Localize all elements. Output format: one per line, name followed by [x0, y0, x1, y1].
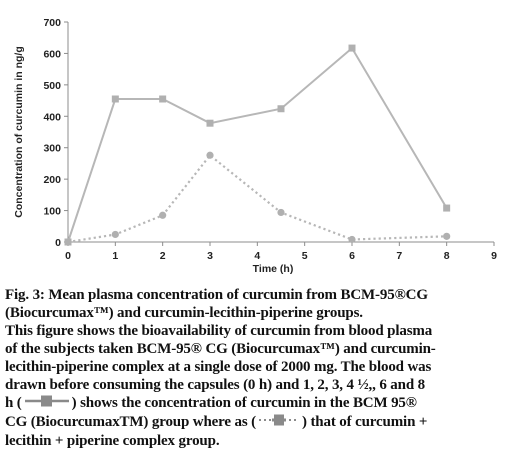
x-tick-label: 3 [207, 250, 213, 262]
caption-body-line-3: lecithin-piperine complex at a single do… [5, 359, 432, 375]
dotted-series-point [206, 151, 214, 159]
solid-series-point [348, 44, 356, 52]
x-tick-label: 9 [491, 250, 497, 262]
x-tick-label: 8 [444, 250, 450, 262]
y-tick-label: 500 [43, 80, 61, 92]
line-chart: 0 100 200 300 400 500 600 700 0 1 2 3 4 5 6 7 8 9 Time (h)… [13, 17, 497, 275]
y-tick-label: 300 [43, 143, 61, 155]
caption-body-line-5: h ( ) shows the concentration of curcumin… [5, 394, 527, 413]
y-tick-label: 100 [43, 206, 61, 218]
dotted-series-point [277, 208, 285, 217]
caption-line5-prefix: h ( [5, 395, 22, 411]
y-tick-label: 400 [43, 111, 61, 123]
caption-line6-suffix: ) that of curcumin + [302, 414, 428, 431]
figure-caption: Fig. 3: Mean plasma concentration of cur… [5, 286, 527, 450]
caption-body-line-4: drawn before consuming the capsules (0 h… [5, 377, 425, 393]
caption-body-line-1: This figure shows the bioavailability of… [5, 323, 433, 339]
caption-title-line-1: Fig. 3: Mean plasma concentration of cur… [5, 287, 428, 303]
dotted-series-line [67, 153, 447, 244]
caption-line5-suffix: ) shows the concentration of curcumin in… [71, 395, 417, 411]
solid-series-point [159, 95, 167, 103]
x-tick-label: 1 [112, 250, 118, 262]
dotted-series-point [443, 232, 451, 240]
dotted-circle-legend-icon [257, 413, 301, 432]
y-axis-title: Concentration of curcumin in ng/g [13, 46, 25, 218]
x-tick-label: 7 [396, 250, 402, 262]
solid-series-point [206, 119, 214, 127]
x-tick-label: 6 [349, 250, 355, 262]
solid-series-point [111, 95, 119, 103]
caption-body-line-7: lecithin + piperine complex group. [5, 433, 220, 450]
y-tick-label: 0 [55, 237, 61, 249]
x-tick-label: 2 [160, 250, 166, 262]
dotted-series-point [64, 238, 72, 246]
solid-series-point [277, 105, 285, 113]
dotted-series-point [159, 211, 167, 219]
y-tick-label: 600 [43, 48, 61, 60]
x-tick-label: 0 [65, 250, 71, 262]
caption-title-line-2: (Biocurcumax™) and curcumin-lecithin-pip… [5, 305, 363, 321]
chart-area: 0 100 200 300 400 500 600 700 0 1 2 3 4 5 6 7 8 9 Time (h)… [13, 17, 497, 275]
caption-body-line-2: of the subjects taken BCM-95® CG (Biocur… [5, 341, 436, 357]
dotted-series-point [348, 235, 356, 244]
solid-series-line [67, 46, 448, 243]
caption-line6-prefix: CG (BiocurcumaxTM) group where as ( [5, 414, 256, 431]
caption-body-line-6: CG (BiocurcumaxTM) group where as ( ) tha… [5, 413, 527, 432]
x-axis-title: Time (h) [253, 263, 294, 275]
solid-square-legend-icon [23, 394, 71, 413]
x-tick-label: 5 [302, 250, 308, 262]
y-tick-label: 700 [43, 17, 61, 29]
solid-series-point [443, 204, 451, 212]
y-tick-label: 200 [43, 174, 61, 186]
dotted-series-point [111, 230, 119, 239]
x-tick-label: 4 [254, 250, 260, 262]
